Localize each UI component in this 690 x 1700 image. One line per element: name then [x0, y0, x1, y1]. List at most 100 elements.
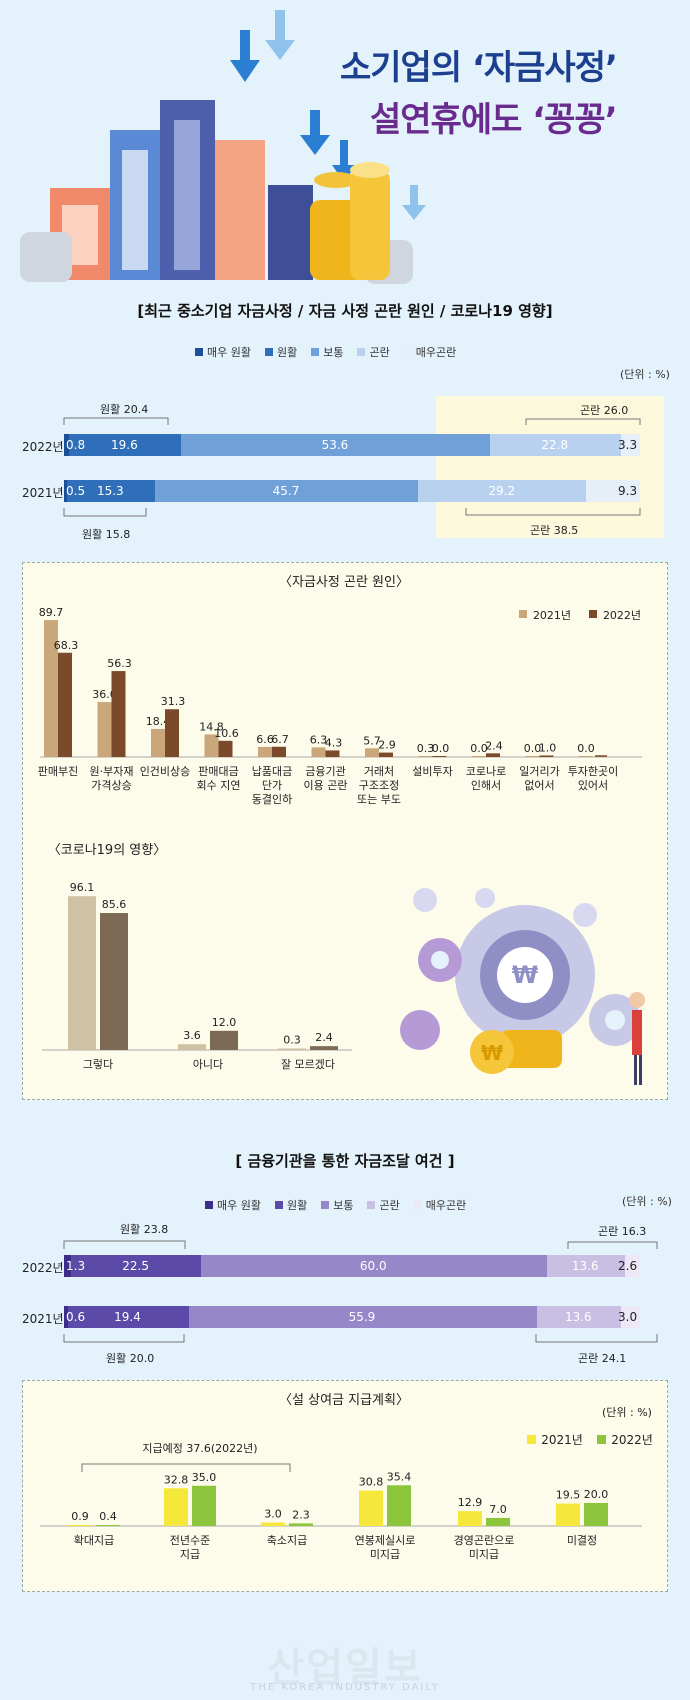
- bar-segment: [68, 434, 182, 456]
- stacked-bar: [64, 1306, 640, 1328]
- annot-hard-2021-fin: 곤란 24.1: [578, 1352, 627, 1365]
- bar-2022: [111, 671, 126, 757]
- category-label: 금융기관 이용 곤란: [304, 765, 348, 792]
- bar-label: 36.0: [92, 688, 117, 701]
- bar-label: 0.3: [417, 742, 435, 755]
- category-label: 연봉제실시로 미지급: [355, 1534, 416, 1561]
- category-label: 납품대금 단가 동결인하: [252, 765, 292, 806]
- bar-segment: [64, 1255, 72, 1277]
- segment-value: 60.0: [359, 1259, 387, 1273]
- bar-segment: [536, 1306, 622, 1328]
- bar-label: 2.9: [378, 739, 396, 752]
- bar-2022: [100, 913, 128, 1050]
- legend-swatch: [311, 348, 320, 356]
- bar-label: 56.3: [107, 657, 132, 670]
- segment-value: 19.6: [110, 438, 138, 452]
- bar-segment: [71, 1255, 202, 1277]
- section3-title: [ 금융기관을 통한 자금조달 여건 ]: [235, 1152, 455, 1170]
- bar-segment: [586, 480, 640, 502]
- bar-2022: [539, 755, 554, 757]
- category-label: 원·부자재 가격상승: [90, 765, 134, 792]
- year-label: 2022년: [22, 440, 64, 454]
- category-label: 일거리가 없어서: [519, 764, 559, 792]
- bar-label: 1.0: [539, 741, 557, 754]
- segment-value: 45.7: [272, 484, 300, 498]
- legend-label: 매우곤란: [415, 346, 457, 359]
- bar-2021: [261, 1522, 285, 1526]
- bar-label: 12.9: [458, 1496, 483, 1509]
- causes-chart: 〈자금사정 곤란 원인〉 2021년 2022년 89.7 68.3 판매부진 36.0 56…: [38, 575, 642, 806]
- bar-label: 85.6: [102, 898, 127, 911]
- bar-segment: [64, 480, 67, 502]
- bar-2021: [151, 728, 165, 757]
- bar-label: 0.0: [470, 742, 488, 755]
- segment-value: 55.9: [348, 1310, 376, 1324]
- bar-segment: [621, 1306, 640, 1328]
- segment-value: 29.2: [488, 484, 516, 498]
- stacked-chart-2: 2022년 1.3 22.5 60.0 13.6 2.6 2021년 0.6 19.4 55.9 1…: [0, 0, 690, 1328]
- annot-smooth-2021-fin: 원활 20.0: [106, 1352, 155, 1365]
- covid-chart: 〈코로나19의 영향〉 96.1 85.6 그렇다 3.6 12.0 아니다 0.3 2.4 잘 …: [42, 843, 352, 1071]
- segment-value: 53.6: [321, 438, 349, 452]
- bar-2021: [164, 1488, 188, 1526]
- bar-label: 6.6: [256, 733, 274, 746]
- legend-swatch: [519, 610, 527, 618]
- bar-label: 3.0: [264, 1508, 282, 1521]
- legend-label: 원활: [286, 1199, 308, 1212]
- chart-unit: (단위 : %): [602, 1406, 652, 1419]
- legend-swatch: [527, 1435, 536, 1444]
- segment-value: 13.6: [571, 1259, 599, 1273]
- bar-label: 0.0: [432, 742, 450, 755]
- bar-label: 68.3: [54, 639, 79, 652]
- year-label: 2021년: [22, 1312, 64, 1326]
- bar-label: 6.3: [310, 733, 328, 746]
- annot-smooth-2021: 원활 15.8: [82, 528, 131, 541]
- section1-legend: 매우 원활 원활 보통 곤란 매우곤란: [195, 344, 456, 360]
- category-label: 설비투자: [412, 765, 452, 778]
- category-label: 축소지급: [267, 1534, 307, 1547]
- bar-segment: [64, 434, 69, 456]
- bar-2021: [359, 1490, 383, 1526]
- bar-label: 30.8: [359, 1476, 384, 1489]
- bar-label: 4.3: [325, 736, 343, 749]
- bar-label: 35.4: [387, 1470, 412, 1483]
- watermark-logo: 산업일보: [267, 1645, 423, 1691]
- bar-segment: [181, 434, 490, 456]
- watermark-sub: THE KOREA INDUSTRY DAILY: [250, 1682, 440, 1693]
- legend-label: 곤란: [369, 346, 390, 359]
- category-label: 투자한곳이 있어서: [568, 765, 619, 792]
- svg-text:₩: ₩: [512, 961, 539, 989]
- legend-item: 곤란: [367, 1197, 400, 1213]
- section1-unit: (단위 : %): [620, 368, 670, 381]
- stacked-bar: [64, 1255, 640, 1277]
- bar-segment: [188, 1306, 537, 1328]
- bar-segment: [625, 1255, 640, 1277]
- bar-2021: [579, 756, 593, 757]
- bar-label: 19.5: [556, 1489, 581, 1502]
- bar-label: 0.9: [71, 1510, 89, 1523]
- bar-2022: [210, 1030, 238, 1050]
- category-label: 그렇다: [83, 1058, 113, 1071]
- legend-label: 원활: [276, 346, 298, 359]
- legend-item: 매우곤란: [403, 344, 457, 360]
- bar-segment: [418, 480, 587, 502]
- bar-2021: [68, 896, 96, 1050]
- bar-2022: [165, 709, 179, 757]
- bar-2022: [387, 1485, 411, 1526]
- bar-label: 2.4: [485, 739, 503, 752]
- annot-smooth-2022: 원활 20.4: [100, 403, 149, 416]
- annot-smooth-2022-fin: 원활 23.8: [120, 1223, 169, 1236]
- section3-unit: (단위 : %): [622, 1195, 672, 1208]
- bar-label: 5.7: [363, 734, 381, 747]
- bar-label: 0.0: [524, 742, 542, 755]
- bar-label: 6.7: [271, 733, 289, 746]
- segment-value: 0.5: [66, 484, 86, 498]
- bar-segment: [201, 1255, 547, 1277]
- legend-item: 보통: [321, 1197, 353, 1213]
- bar-label: 12.0: [212, 1016, 237, 1029]
- segment-value: 0.8: [66, 438, 86, 452]
- bar-label: 2.3: [292, 1508, 310, 1521]
- chart-title: 〈자금사정 곤란 원인〉: [279, 575, 409, 590]
- annotation-bracket: [81, 1463, 291, 1472]
- bar-2021: [204, 734, 219, 757]
